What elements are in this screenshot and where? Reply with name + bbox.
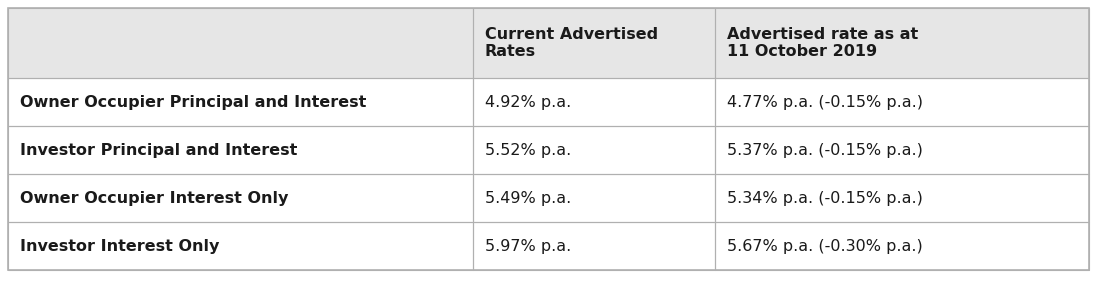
Text: Advertised rate as at
11 October 2019: Advertised rate as at 11 October 2019 (727, 27, 918, 59)
Text: 5.67% p.a. (-0.30% p.a.): 5.67% p.a. (-0.30% p.a.) (727, 239, 923, 253)
Text: Owner Occupier Principal and Interest: Owner Occupier Principal and Interest (20, 95, 366, 109)
Bar (715, 8, 1089, 78)
Bar (8, 78, 473, 126)
Bar (8, 222, 1089, 270)
Text: 5.49% p.a.: 5.49% p.a. (485, 191, 570, 205)
Text: Investor Principal and Interest: Investor Principal and Interest (20, 143, 297, 157)
Bar (473, 174, 715, 222)
Text: 5.34% p.a. (-0.15% p.a.): 5.34% p.a. (-0.15% p.a.) (727, 191, 923, 205)
Bar (8, 126, 1089, 174)
Bar (715, 174, 1089, 222)
Bar (8, 8, 1089, 78)
Bar (8, 78, 1089, 126)
Bar (8, 222, 473, 270)
Bar (8, 174, 473, 222)
Text: Current Advertised
Rates: Current Advertised Rates (485, 27, 658, 59)
Bar (473, 126, 715, 174)
Bar (715, 126, 1089, 174)
Text: 5.37% p.a. (-0.15% p.a.): 5.37% p.a. (-0.15% p.a.) (727, 143, 923, 157)
Text: Owner Occupier Interest Only: Owner Occupier Interest Only (20, 191, 289, 205)
Text: Investor Interest Only: Investor Interest Only (20, 239, 219, 253)
Bar (473, 222, 715, 270)
Text: 4.77% p.a. (-0.15% p.a.): 4.77% p.a. (-0.15% p.a.) (727, 95, 924, 109)
Bar (473, 8, 715, 78)
Bar (715, 78, 1089, 126)
Bar (473, 78, 715, 126)
Text: 4.92% p.a.: 4.92% p.a. (485, 95, 570, 109)
Text: 5.52% p.a.: 5.52% p.a. (485, 143, 570, 157)
Bar (8, 126, 473, 174)
Bar (8, 8, 473, 78)
Bar (8, 174, 1089, 222)
Text: 5.97% p.a.: 5.97% p.a. (485, 239, 570, 253)
Bar (715, 222, 1089, 270)
